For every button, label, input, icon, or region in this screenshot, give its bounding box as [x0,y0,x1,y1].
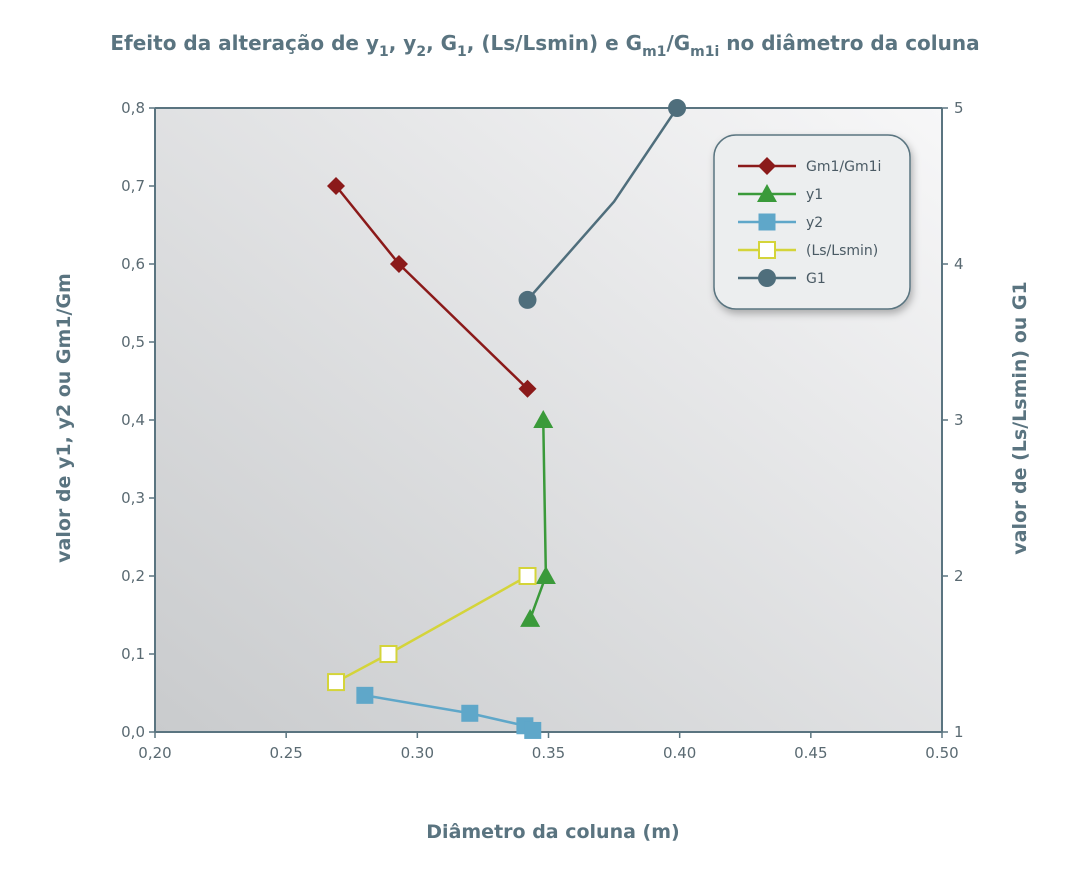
x-tick-label: 0.25 [269,744,302,762]
y-left-tick-label: 0,6 [121,255,145,273]
legend-item: Gm1/Gm1i [738,157,881,175]
data-point [668,99,687,117]
y-right-tick-label: 2 [954,567,964,585]
title-part: , y [389,31,417,55]
title-part: , G [426,31,457,55]
title-part: m1 [642,44,666,60]
y-left-axis-ticks: 0,0 0,1 0,2 0,3 0,4 0,5 0,6 0,7 0,8 [121,99,155,741]
data-point [379,645,398,663]
legend-marker [758,213,776,231]
series-4 [327,567,537,692]
legend: Gm1/Gm1i y1 y2 (Ls/Lsmin) G1 [713,134,911,310]
y-right-axis-label: valor de (Ls/Lsmin) ou G1 [1009,281,1031,554]
x-axis-ticks: 0,20 0.25 0.30 0.35 0.40 0.45 0.50 [138,732,959,762]
y-left-tick-label: 0,8 [121,99,145,117]
y-left-tick-label: 0,0 [121,723,145,741]
title-part: /G [666,31,690,55]
data-point [461,704,479,722]
x-axis-label: Diâmetro da coluna (m) [426,821,679,843]
title-part: Efeito da alteração de y [110,31,379,55]
legend-label: y2 [806,215,823,231]
x-tick-label: 0.50 [925,744,958,762]
chart-title: Efeito da alteração de y1, y2, G1, (Ls/L… [110,31,979,60]
legend-marker [757,184,777,202]
title-part: , (Ls/Lsmin) e G [467,31,642,55]
series-layer [327,99,687,739]
y-left-tick-label: 0,5 [121,333,145,351]
title-part: 2 [416,44,426,60]
data-point [356,686,374,704]
data-point [520,608,541,627]
legend-label: (Ls/Lsmin) [806,243,878,259]
y-left-tick-label: 0,2 [121,567,145,585]
legend-item: y1 [738,184,823,203]
series-3 [356,686,542,739]
series-2 [520,410,556,627]
x-tick-label: 0.30 [401,744,434,762]
data-point [327,673,346,692]
legend-item: y2 [738,213,823,231]
legend-box [713,134,911,310]
title-part: 1 [379,44,389,60]
data-point [535,566,556,584]
x-tick-label: 0.45 [794,744,827,762]
title-part: no diâmetro da coluna [719,31,979,55]
x-tick-label: 0.40 [663,744,696,762]
y-right-tick-label: 5 [954,99,964,117]
series-line [526,107,679,301]
data-point [518,290,537,309]
y-right-axis-ticks: 1 2 3 4 5 [942,99,964,741]
y-left-tick-label: 0,4 [121,411,145,429]
legend-label: y1 [806,187,823,203]
y-right-tick-label: 1 [954,723,964,741]
legend-marker [758,157,776,175]
y-right-tick-label: 3 [954,411,964,429]
x-tick-label: 0,20 [138,744,171,762]
legend-marker [758,241,776,259]
x-tick-label: 0.35 [532,744,565,762]
y-left-tick-label: 0,7 [121,177,145,195]
series-1 [327,177,537,398]
data-point [327,177,346,195]
series-5 [518,99,687,309]
legend-label: G1 [806,271,826,287]
title-part: m1i [690,44,719,60]
data-point [518,379,537,398]
legend-item: G1 [738,269,826,287]
data-point [389,255,408,273]
y-left-tick-label: 0,3 [121,489,145,507]
legend-marker [758,269,776,287]
legend-items: Gm1/Gm1i y1 y2 (Ls/Lsmin) G1 [738,157,881,287]
data-point [518,567,537,585]
y-right-tick-label: 4 [954,255,964,273]
data-point [524,721,542,739]
title-part: 1 [457,44,467,60]
y-left-axis-label: valor de y1, y2 ou Gm1/Gm [53,273,75,563]
data-point [533,410,554,428]
legend-item: (Ls/Lsmin) [738,241,878,259]
legend-label: Gm1/Gm1i [806,159,881,175]
y-left-tick-label: 0,1 [121,645,145,663]
